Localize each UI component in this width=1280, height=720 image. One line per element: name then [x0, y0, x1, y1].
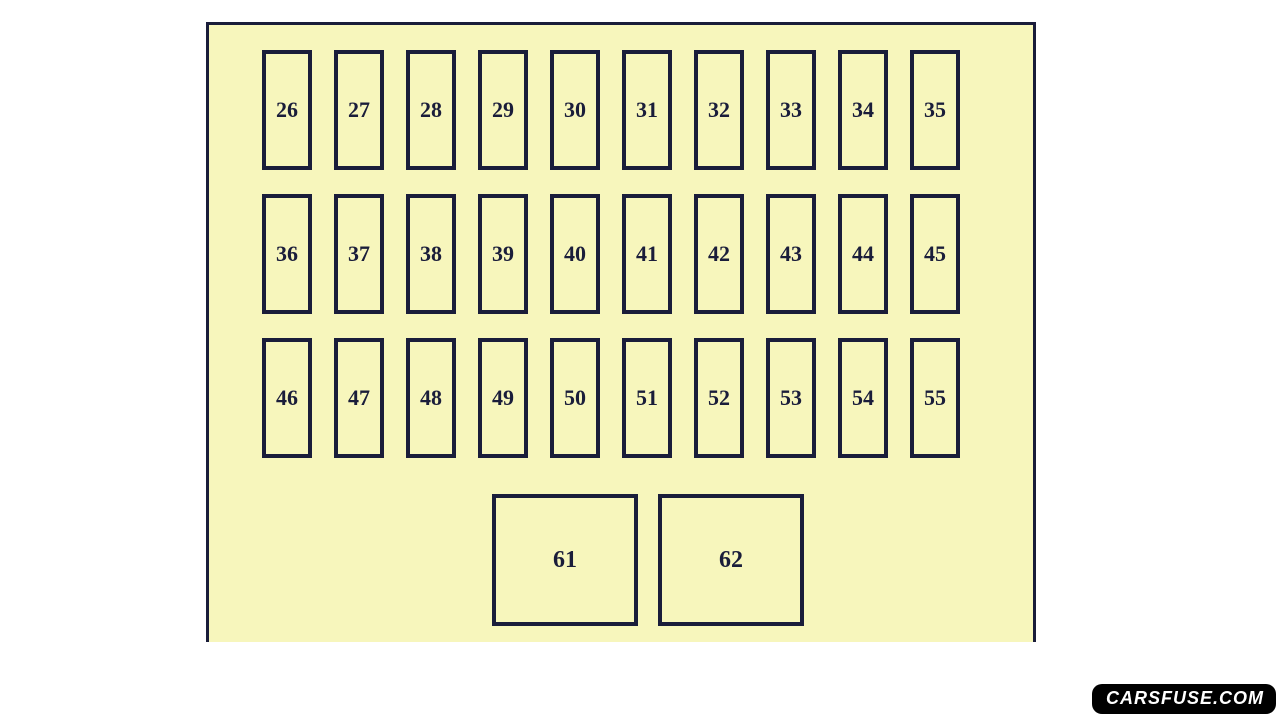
fuse-label: 36	[276, 243, 298, 265]
fuse-slot: 46	[262, 338, 312, 458]
fuse-slot: 27	[334, 50, 384, 170]
fuse-label: 53	[780, 387, 802, 409]
fuse-slot: 35	[910, 50, 960, 170]
large-fuse-slot: 62	[658, 494, 804, 626]
fuse-slot: 42	[694, 194, 744, 314]
fuse-slot: 41	[622, 194, 672, 314]
large-fuse-slot: 61	[492, 494, 638, 626]
fuse-slot: 49	[478, 338, 528, 458]
fuse-slot: 50	[550, 338, 600, 458]
fuse-slot: 43	[766, 194, 816, 314]
fuse-slot: 30	[550, 50, 600, 170]
fuse-label: 61	[553, 547, 577, 574]
fuse-label: 50	[564, 387, 586, 409]
fuse-label: 29	[492, 99, 514, 121]
fuse-label: 42	[708, 243, 730, 265]
fuse-slot: 31	[622, 50, 672, 170]
fuse-slot: 39	[478, 194, 528, 314]
fuse-slot: 26	[262, 50, 312, 170]
fuse-label: 45	[924, 243, 946, 265]
fuse-label: 54	[852, 387, 874, 409]
fuse-slot: 34	[838, 50, 888, 170]
fuse-label: 41	[636, 243, 658, 265]
fuse-row-1: 26 27 28 29 30 31 32 33 34 35	[262, 50, 960, 170]
fuse-label: 28	[420, 99, 442, 121]
fuse-slot: 32	[694, 50, 744, 170]
fuse-label: 62	[719, 547, 743, 574]
fuse-label: 44	[852, 243, 874, 265]
large-fuse-row: 61 62	[492, 494, 804, 626]
watermark-badge: CARSFUSE.COM	[1092, 684, 1276, 714]
fuse-label: 38	[420, 243, 442, 265]
fuse-label: 30	[564, 99, 586, 121]
fuse-label: 27	[348, 99, 370, 121]
fuse-label: 43	[780, 243, 802, 265]
fuse-row-2: 36 37 38 39 40 41 42 43 44 45	[262, 194, 960, 314]
fuse-label: 46	[276, 387, 298, 409]
fuse-slot: 51	[622, 338, 672, 458]
fuse-slot: 55	[910, 338, 960, 458]
fuse-slot: 45	[910, 194, 960, 314]
fuse-slot: 37	[334, 194, 384, 314]
fuse-label: 39	[492, 243, 514, 265]
fuse-label: 55	[924, 387, 946, 409]
fuse-slot: 38	[406, 194, 456, 314]
fuse-slot: 36	[262, 194, 312, 314]
fuse-slot: 54	[838, 338, 888, 458]
fuse-label: 26	[276, 99, 298, 121]
fuse-label: 49	[492, 387, 514, 409]
fuse-slot: 52	[694, 338, 744, 458]
fuse-label: 31	[636, 99, 658, 121]
fuse-label: 51	[636, 387, 658, 409]
fuse-label: 32	[708, 99, 730, 121]
fuse-label: 52	[708, 387, 730, 409]
fuse-slot: 40	[550, 194, 600, 314]
fuse-slot: 29	[478, 50, 528, 170]
fuse-label: 34	[852, 99, 874, 121]
fuse-label: 47	[348, 387, 370, 409]
fuse-slot: 47	[334, 338, 384, 458]
fuse-label: 35	[924, 99, 946, 121]
fuse-slot: 28	[406, 50, 456, 170]
watermark-text: CARSFUSE.COM	[1106, 688, 1264, 708]
fuse-slot: 53	[766, 338, 816, 458]
fuse-label: 48	[420, 387, 442, 409]
fuse-slot: 44	[838, 194, 888, 314]
diagram-stage: 26 27 28 29 30 31 32 33 34 35 36 37 38 39 40 41 42 43 44 45…	[206, 22, 1036, 642]
fuse-label: 40	[564, 243, 586, 265]
fuse-slot: 33	[766, 50, 816, 170]
fuse-slot: 48	[406, 338, 456, 458]
fuse-label: 33	[780, 99, 802, 121]
fuse-row-3: 46 47 48 49 50 51 52 53 54 55	[262, 338, 960, 458]
fuse-label: 37	[348, 243, 370, 265]
